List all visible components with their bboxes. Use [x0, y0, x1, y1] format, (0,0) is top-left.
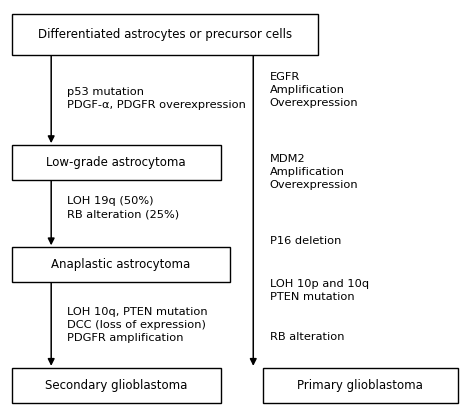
Text: RB alteration: RB alteration [270, 332, 344, 342]
FancyBboxPatch shape [12, 247, 230, 282]
Text: EGFR
Amplification
Overexpression: EGFR Amplification Overexpression [270, 72, 358, 108]
Text: p53 mutation
PDGF-α, PDGFR overexpression: p53 mutation PDGF-α, PDGFR overexpressio… [67, 87, 246, 110]
Text: Primary glioblastoma: Primary glioblastoma [297, 379, 423, 392]
FancyBboxPatch shape [12, 15, 319, 55]
Text: LOH 19q (50%)
RB alteration (25%): LOH 19q (50%) RB alteration (25%) [67, 196, 180, 219]
Text: Low-grade astrocytoma: Low-grade astrocytoma [46, 156, 186, 169]
Text: LOH 10q, PTEN mutation
DCC (loss of expression)
PDGFR amplification: LOH 10q, PTEN mutation DCC (loss of expr… [67, 307, 208, 343]
Text: P16 deletion: P16 deletion [270, 236, 341, 246]
Text: LOH 10p and 10q
PTEN mutation: LOH 10p and 10q PTEN mutation [270, 279, 369, 302]
FancyBboxPatch shape [12, 145, 221, 180]
Text: Anaplastic astrocytoma: Anaplastic astrocytoma [51, 258, 191, 271]
FancyBboxPatch shape [12, 368, 221, 403]
FancyBboxPatch shape [263, 368, 458, 403]
Text: MDM2
Amplification
Overexpression: MDM2 Amplification Overexpression [270, 153, 358, 190]
Text: Secondary glioblastoma: Secondary glioblastoma [45, 379, 187, 392]
Text: Differentiated astrocytes or precursor cells: Differentiated astrocytes or precursor c… [38, 28, 292, 41]
